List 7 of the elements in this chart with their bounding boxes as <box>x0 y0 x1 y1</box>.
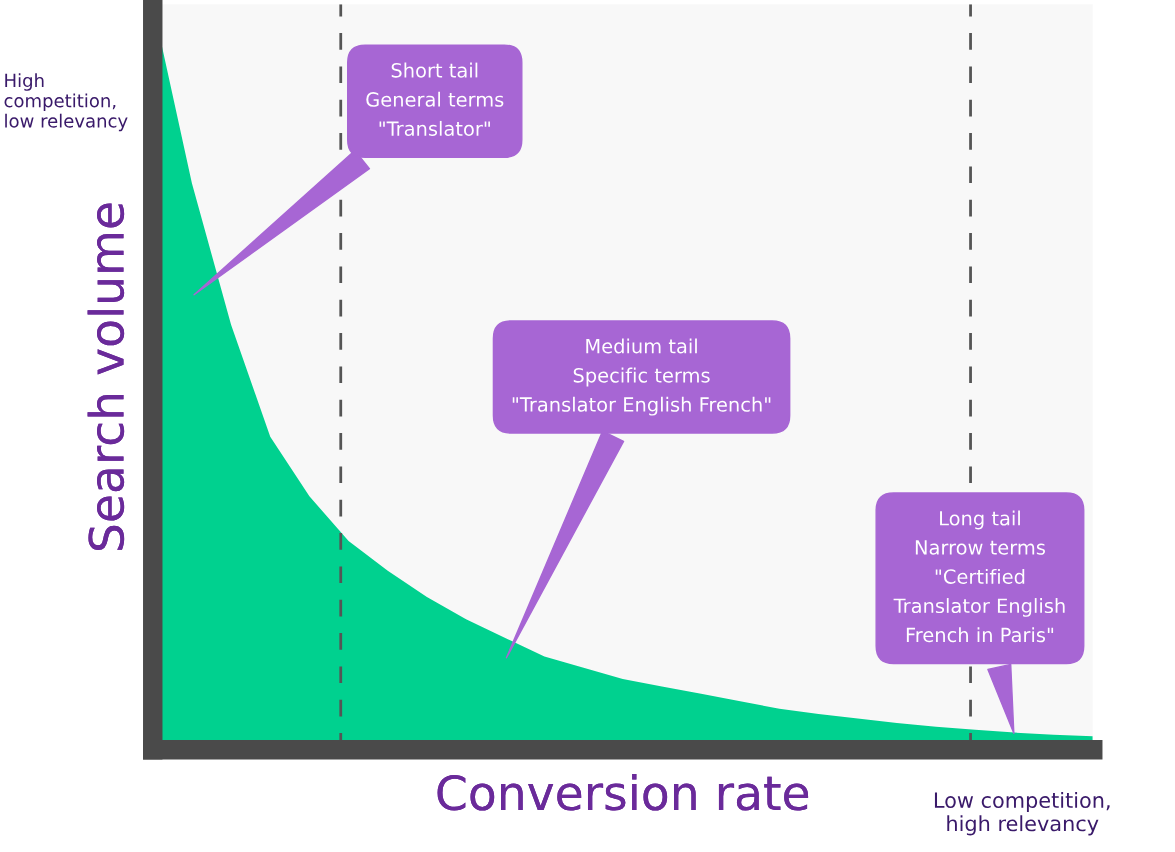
x-axis-title: Conversion rate <box>437 774 809 811</box>
y-axis-title: Search volume <box>87 203 125 550</box>
text: Low competition, high relevancy <box>934 791 1110 836</box>
text: High competition, low relevancy <box>4 73 128 132</box>
annotation: Short tail General terms "Translator" <box>366 62 504 136</box>
annotation: Medium tail Specific terms "Translator English French" <box>512 338 771 416</box>
annotation: Long tail Narrow terms "Certified Translator English French in Paris" <box>893 510 1065 643</box>
